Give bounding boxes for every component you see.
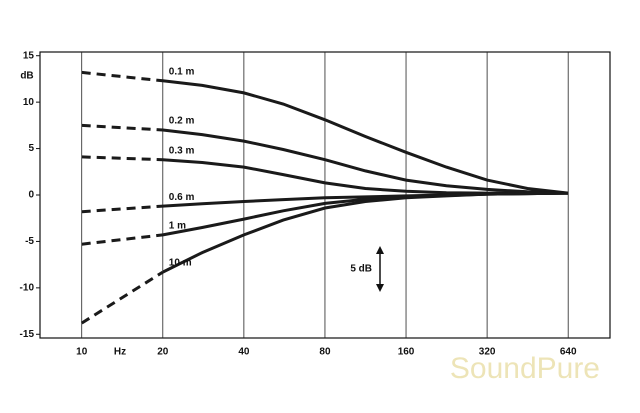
curve-label: 0.6 m: [169, 192, 195, 203]
curve: [162, 191, 569, 237]
x-tick-label: 40: [238, 347, 250, 358]
curve-label: 0.2 m: [169, 116, 195, 127]
dashed-line: [80, 270, 164, 325]
y-axis-label: dB: [20, 71, 33, 82]
dashed-line: [81, 155, 163, 162]
curve: [162, 79, 569, 195]
annotation: 5 dB: [350, 264, 372, 275]
watermark: SoundPure: [450, 352, 600, 385]
curve: [162, 128, 569, 195]
x-axis-label: Hz: [114, 347, 126, 358]
y-tick-label: -15: [20, 329, 35, 340]
curve-label: 1 m: [169, 221, 186, 232]
y-tick-label: 0: [28, 190, 34, 201]
curve-label: 0.1 m: [169, 66, 195, 77]
dashed-line: [81, 204, 163, 214]
x-tick-label: 160: [398, 347, 415, 358]
curve-label: 0.3 m: [169, 145, 195, 156]
y-tick-label: -10: [20, 282, 35, 293]
curve-label: 10 m: [169, 258, 192, 269]
y-tick-label: 15: [23, 50, 35, 61]
dashed-line: [81, 123, 163, 132]
x-tick-label: 320: [479, 347, 496, 358]
dashed-line: [81, 70, 163, 83]
arrow-head: [376, 246, 384, 254]
dashed-line: [81, 233, 163, 246]
x-tick-label: 80: [319, 347, 331, 358]
curve: [162, 191, 569, 274]
x-tick-label: 20: [157, 347, 169, 358]
y-tick-label: -5: [25, 236, 34, 247]
x-tick-label: 10: [76, 347, 88, 358]
x-tick-label: 640: [560, 347, 577, 358]
arrow-head: [376, 284, 384, 292]
y-tick-label: 5: [28, 143, 34, 154]
y-tick-label: 10: [23, 97, 35, 108]
curve: [162, 158, 569, 195]
